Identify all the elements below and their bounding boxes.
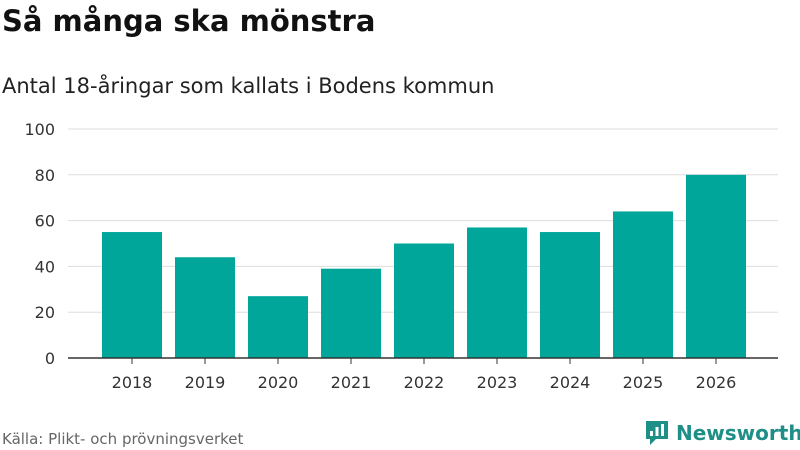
x-tick-label: 2021	[331, 373, 372, 392]
bar	[394, 243, 454, 358]
source-note: Källa: Plikt- och prövningsverket	[2, 430, 244, 448]
y-tick-label: 80	[35, 166, 55, 185]
bar	[102, 232, 162, 358]
x-tick-label: 2025	[623, 373, 664, 392]
x-tick-label: 2018	[112, 373, 153, 392]
brand-name: Newsworthy	[676, 421, 800, 445]
bar	[321, 268, 381, 358]
bar	[613, 211, 673, 358]
x-tick-label: 2020	[258, 373, 299, 392]
chart-title: Så många ska mönstra	[2, 4, 376, 38]
x-tick-label: 2024	[550, 373, 591, 392]
bar	[540, 232, 600, 358]
x-tick-label: 2023	[477, 373, 518, 392]
y-tick-label: 20	[35, 303, 55, 322]
x-tick-label: 2019	[185, 373, 226, 392]
bar	[686, 174, 746, 358]
newsworthy-icon	[646, 421, 668, 445]
bar	[175, 257, 235, 358]
brand-logo: Newsworthy	[644, 419, 800, 447]
bar	[467, 227, 527, 358]
y-tick-label: 60	[35, 212, 55, 231]
y-tick-label: 40	[35, 257, 55, 276]
x-tick-label: 2026	[696, 373, 737, 392]
y-tick-label: 0	[45, 349, 55, 368]
chart-subtitle: Antal 18-åringar som kallats i Bodens ko…	[2, 74, 495, 98]
bar	[248, 296, 308, 358]
y-tick-label: 100	[24, 120, 55, 139]
x-tick-label: 2022	[404, 373, 445, 392]
